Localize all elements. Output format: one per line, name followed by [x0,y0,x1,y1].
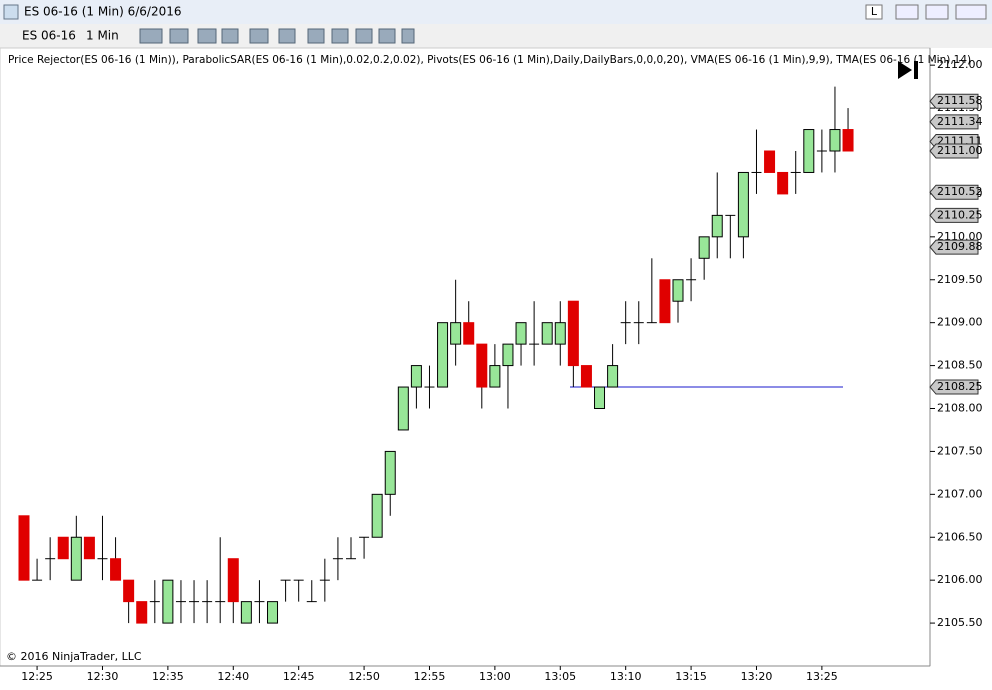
candle-body [240,601,252,624]
candle-body [70,536,82,581]
candle-body [136,601,148,624]
x-tick-label: 13:05 [544,670,576,683]
x-tick-label: 13:25 [806,670,838,683]
toolbar [0,24,992,48]
y-tick-label: 2109.50 [937,273,983,286]
candle-body [110,558,122,581]
candle-body [567,300,579,367]
copyright: © 2016 NinjaTrader, LLC [6,650,142,663]
candle-body [554,322,566,345]
x-tick-label: 12:25 [21,670,53,683]
toolbar-icons [139,28,415,44]
candle-body [659,279,671,324]
play-marker-bar [914,61,918,79]
candle-body [267,601,279,624]
candle-body [777,171,789,195]
window-title: ES 06-16 (1 Min) 6/6/2016 [24,5,182,19]
y-tick-label: 2107.00 [937,487,983,500]
x-tick-label: 13:10 [610,670,642,683]
price-tag [929,184,979,200]
candle-body [384,450,396,495]
y-tick-label: 2108.00 [937,402,983,415]
candle-body [803,129,815,173]
candle-body [83,536,95,560]
x-tick-label: 12:55 [414,670,446,683]
x-tick-label: 12:30 [87,670,119,683]
x-tick-label: 13:15 [675,670,707,683]
candle-body [57,536,69,560]
candle-body [607,365,619,388]
y-tick-label: 2108.50 [937,359,983,372]
price-tag-label: 2111.34 [937,115,983,128]
price-tag [929,93,979,109]
minimize-button[interactable] [895,4,919,20]
candle-body [371,493,383,538]
candle-body [829,129,841,152]
candle-body [18,515,30,581]
price-tag-label: 2108.25 [937,380,983,393]
indicators-label: Price Rejector(ES 06-16 (1 Min)), Parabo… [8,54,971,66]
candle-body [764,150,776,173]
price-tag [929,379,979,395]
candle-body [541,322,553,345]
app-icon [3,4,19,20]
candle-body [594,386,606,409]
price-tag-label: 2110.25 [937,208,983,221]
x-tick-label: 12:45 [283,670,315,683]
y-tick-label: 2106.00 [937,573,983,586]
instrument-selector[interactable]: ES 06-16 [22,29,76,43]
play-marker [898,61,912,79]
candle-body [450,322,462,345]
candle-body [476,343,488,388]
candle-body [580,365,592,388]
plot-area [0,47,931,667]
candle-body [698,236,710,259]
price-tag [929,239,979,255]
candle-body [437,322,449,388]
candle-body [842,129,854,152]
candle-body [502,343,514,367]
x-tick-label: 13:00 [479,670,511,683]
y-tick-label: 2109.00 [937,316,983,329]
y-tick-label: 2112.00 [937,58,983,71]
price-tag [929,143,979,159]
lock-button[interactable] [865,4,883,20]
candle-body [227,558,239,603]
close-button[interactable] [955,4,987,20]
candle-body [737,171,749,238]
interval-selector[interactable]: 1 Min [86,29,119,43]
x-tick-label: 12:35 [152,670,184,683]
price-tag [929,114,979,130]
candle-body [162,579,174,624]
x-tick-label: 13:20 [741,670,773,683]
y-tick-label: 2105.50 [937,616,983,629]
price-tag [929,207,979,223]
candle-body [463,322,475,345]
candle-body [515,322,527,345]
x-tick-label: 12:40 [217,670,249,683]
y-tick-label: 2107.50 [937,444,983,457]
candle-body [123,579,135,603]
candle-body [410,365,422,388]
y-tick-label: 2106.50 [937,530,983,543]
price-tag-label: 2111.00 [937,144,983,157]
title-bar [0,0,992,24]
x-tick-label: 12:50 [348,670,380,683]
price-tag-label: 2111.58 [937,94,983,107]
candle-body [672,279,684,302]
candle-body [489,365,501,388]
candle-body [711,214,723,238]
price-tag-label: 2109.88 [937,240,983,253]
candle-body [397,386,409,431]
y-tick-label: 2110.00 [937,230,983,243]
maximize-button[interactable] [925,4,949,20]
lock-button-label[interactable]: L [871,5,878,18]
price-tag-label: 2110.52 [937,185,983,198]
